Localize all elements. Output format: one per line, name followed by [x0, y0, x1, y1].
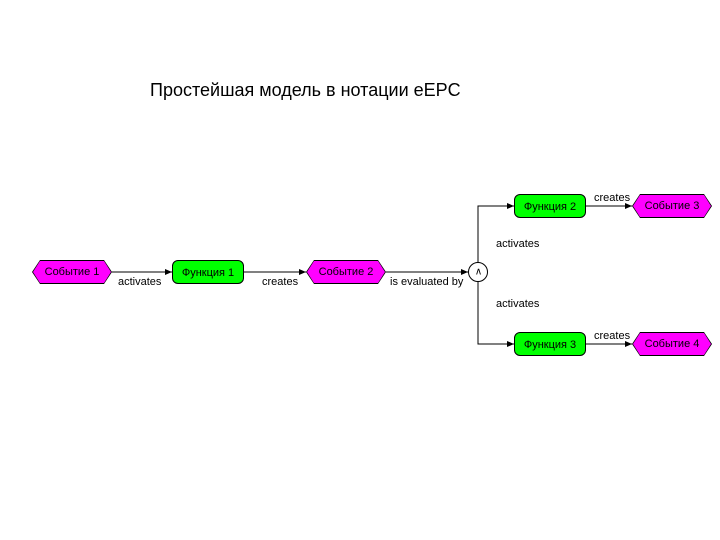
- function-1-label: Функция 1: [182, 267, 234, 279]
- diagram-title: Простейшая модель в нотации еEPC: [150, 80, 461, 101]
- function-3-label: Функция 3: [524, 339, 576, 351]
- function-3: Функция 3: [514, 332, 586, 356]
- event-3: Событие 3: [632, 194, 712, 218]
- event-4-label: Событие 4: [645, 338, 700, 350]
- event-4: Событие 4: [632, 332, 712, 356]
- event-3-label: Событие 3: [645, 200, 700, 212]
- event-2-label: Событие 2: [319, 266, 374, 278]
- edge-label-e2-c1: is evaluated by: [390, 276, 463, 288]
- edge-label-f1-e2: creates: [262, 276, 298, 288]
- function-2-label: Функция 2: [524, 201, 576, 213]
- edge-label-c1-f2: activates: [496, 238, 539, 250]
- edge-label-f3-e4: creates: [594, 330, 630, 342]
- event-1-label: Событие 1: [45, 266, 100, 278]
- connector-and: ∧: [468, 262, 488, 282]
- edge-c1-f3: [478, 282, 514, 344]
- edge-label-e1-f1: activates: [118, 276, 161, 288]
- function-1: Функция 1: [172, 260, 244, 284]
- event-2: Событие 2: [306, 260, 386, 284]
- edge-label-c1-f3: activates: [496, 298, 539, 310]
- event-1: Событие 1: [32, 260, 112, 284]
- edge-c1-f2: [478, 206, 514, 262]
- connector-and-label: ∧: [475, 267, 481, 278]
- function-2: Функция 2: [514, 194, 586, 218]
- edge-label-f2-e3: creates: [594, 192, 630, 204]
